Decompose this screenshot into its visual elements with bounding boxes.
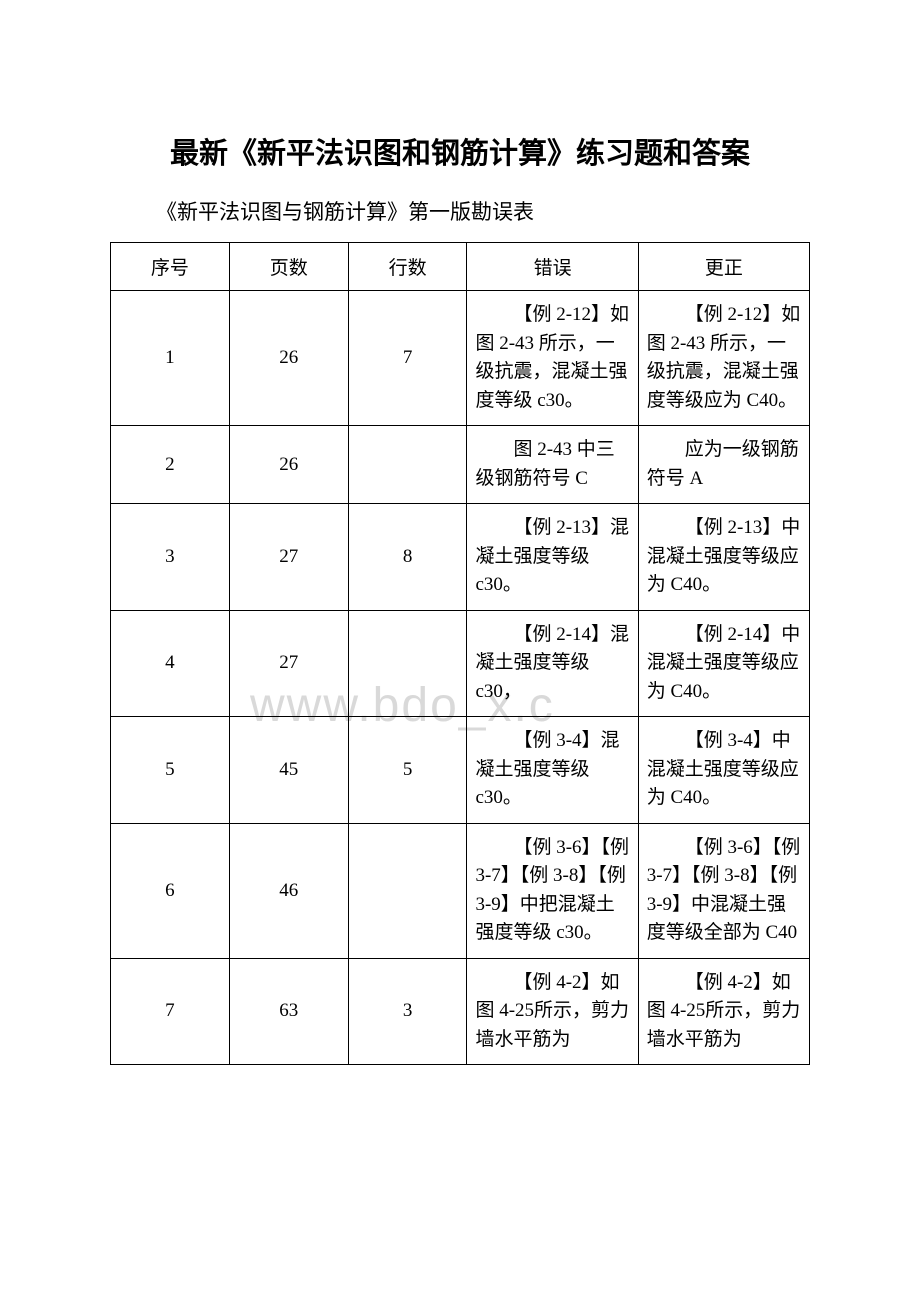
cell-page: 46	[229, 823, 348, 958]
header-page: 页数	[229, 243, 348, 291]
cell-line: 8	[348, 504, 467, 611]
cell-page: 45	[229, 717, 348, 824]
cell-seq: 3	[111, 504, 230, 611]
table-row: 3 27 8 【例 2-13】混凝土强度等级 c30。 【例 2-13】中混凝土…	[111, 504, 810, 611]
cell-page: 26	[229, 291, 348, 426]
cell-page: 27	[229, 610, 348, 717]
header-line: 行数	[348, 243, 467, 291]
cell-seq: 2	[111, 426, 230, 504]
cell-error: 【例 4-2】如图 4-25所示，剪力墙水平筋为	[467, 958, 638, 1065]
cell-error: 【例 2-14】混凝土强度等级 c30，	[467, 610, 638, 717]
cell-seq: 4	[111, 610, 230, 717]
table-body: 1 26 7 【例 2-12】如图 2-43 所示，一级抗震，混凝土强度等级 c…	[111, 291, 810, 1065]
cell-line: 5	[348, 717, 467, 824]
cell-seq: 5	[111, 717, 230, 824]
cell-line	[348, 426, 467, 504]
cell-error: 图 2-43 中三级钢筋符号 C	[467, 426, 638, 504]
table-row: 4 27 【例 2-14】混凝土强度等级 c30， 【例 2-14】中混凝土强度…	[111, 610, 810, 717]
cell-line	[348, 610, 467, 717]
cell-correction: 【例 2-12】如图 2-43 所示，一级抗震，混凝土强度等级应为 C40。	[638, 291, 809, 426]
table-row: 5 45 5 【例 3-4】混凝土强度等级 c30。 【例 3-4】中混凝土强度…	[111, 717, 810, 824]
header-correction: 更正	[638, 243, 809, 291]
cell-seq: 7	[111, 958, 230, 1065]
table-row: 2 26 图 2-43 中三级钢筋符号 C 应为一级钢筋符号 A	[111, 426, 810, 504]
cell-seq: 6	[111, 823, 230, 958]
page-subtitle: 《新平法识图与钢筋计算》第一版勘误表	[110, 196, 810, 226]
page-title: 最新《新平法识图和钢筋计算》练习题和答案	[110, 130, 810, 172]
cell-error: 【例 3-4】混凝土强度等级 c30。	[467, 717, 638, 824]
table-header-row: 序号 页数 行数 错误 更正	[111, 243, 810, 291]
table-row: 1 26 7 【例 2-12】如图 2-43 所示，一级抗震，混凝土强度等级 c…	[111, 291, 810, 426]
cell-error: 【例 2-12】如图 2-43 所示，一级抗震，混凝土强度等级 c30。	[467, 291, 638, 426]
cell-line: 7	[348, 291, 467, 426]
header-seq: 序号	[111, 243, 230, 291]
cell-page: 26	[229, 426, 348, 504]
header-error: 错误	[467, 243, 638, 291]
cell-correction: 【例 2-14】中混凝土强度等级应为 C40。	[638, 610, 809, 717]
cell-page: 27	[229, 504, 348, 611]
cell-line	[348, 823, 467, 958]
cell-seq: 1	[111, 291, 230, 426]
errata-table: 序号 页数 行数 错误 更正 1 26 7 【例 2-12】如图 2-43 所示…	[110, 242, 810, 1065]
cell-correction: 应为一级钢筋符号 A	[638, 426, 809, 504]
cell-error: 【例 3-6】【例 3-7】【例 3-8】【例 3-9】中把混凝土强度等级 c3…	[467, 823, 638, 958]
cell-correction: 【例 3-6】【例 3-7】【例 3-8】【例 3-9】中混凝土强度等级全部为 …	[638, 823, 809, 958]
cell-correction: 【例 4-2】如图 4-25所示，剪力墙水平筋为	[638, 958, 809, 1065]
cell-page: 63	[229, 958, 348, 1065]
cell-correction: 【例 3-4】中混凝土强度等级应为 C40。	[638, 717, 809, 824]
table-row: 7 63 3 【例 4-2】如图 4-25所示，剪力墙水平筋为 【例 4-2】如…	[111, 958, 810, 1065]
table-row: 6 46 【例 3-6】【例 3-7】【例 3-8】【例 3-9】中把混凝土强度…	[111, 823, 810, 958]
cell-correction: 【例 2-13】中混凝土强度等级应为 C40。	[638, 504, 809, 611]
cell-line: 3	[348, 958, 467, 1065]
cell-error: 【例 2-13】混凝土强度等级 c30。	[467, 504, 638, 611]
